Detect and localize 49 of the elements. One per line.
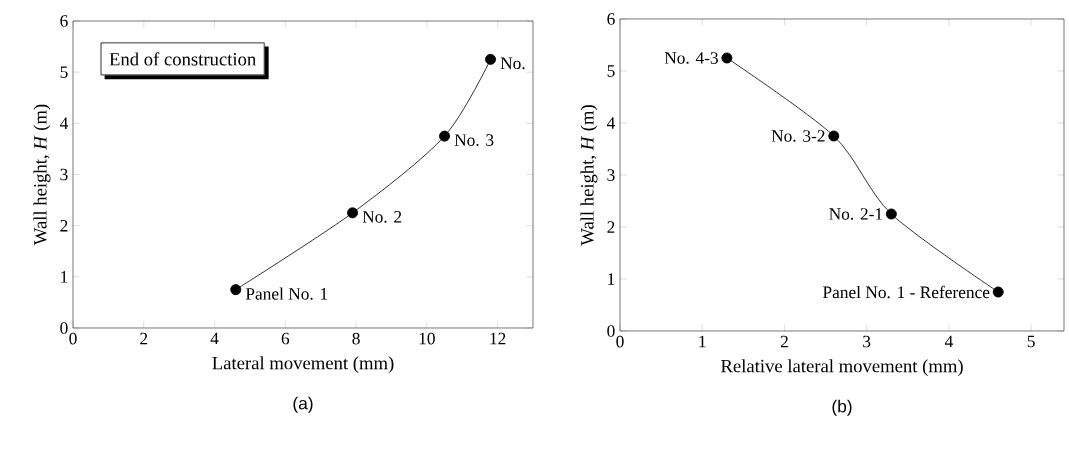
x-tick-label: 3 bbox=[863, 335, 871, 348]
y-tick-label: 6 bbox=[607, 13, 615, 25]
x-tick-label: 4 bbox=[210, 332, 219, 345]
annotation: No. 3-2 bbox=[771, 130, 825, 142]
point bbox=[992, 286, 1004, 298]
x-tick-label: 6 bbox=[281, 332, 290, 345]
y-tick-label: 2 bbox=[607, 221, 615, 233]
x-tick-label: 10 bbox=[419, 332, 435, 345]
annotation: End of construction bbox=[109, 52, 256, 66]
y-axis-title: Wall height, H (m) bbox=[580, 105, 598, 246]
x-tick-label: 12 bbox=[490, 332, 506, 345]
point bbox=[828, 130, 840, 142]
annotation: No. 3 bbox=[454, 134, 494, 146]
y-tick-label: 3 bbox=[60, 168, 68, 181]
x-tick-label: 2 bbox=[780, 335, 788, 348]
x-axis-title: Lateral movement (mm) bbox=[212, 356, 394, 374]
y-tick-label: 2 bbox=[60, 219, 68, 232]
point bbox=[439, 130, 451, 142]
y-tick-label: 0 bbox=[60, 322, 68, 334]
y-tick-label: 5 bbox=[607, 65, 615, 77]
annotation: No. 2 bbox=[362, 211, 402, 223]
annotation: Panel No. 1 - Reference bbox=[822, 285, 990, 299]
y-tick-label: 6 bbox=[60, 15, 68, 27]
x-tick-label: 4 bbox=[944, 335, 953, 348]
y-tick-label: 3 bbox=[607, 169, 615, 181]
y-tick-label: 4 bbox=[606, 117, 616, 129]
y-tick-label: 1 bbox=[608, 273, 615, 285]
x-tick-label: 8 bbox=[352, 332, 360, 345]
point bbox=[721, 52, 733, 64]
annotation: No. bbox=[500, 57, 525, 70]
x-tick-label: 5 bbox=[1027, 335, 1035, 348]
annotation: No. 2-1 bbox=[829, 208, 883, 220]
y-axis-title: Wall height, H (m) bbox=[33, 104, 51, 246]
annotation: No. 4-3 bbox=[664, 52, 718, 64]
x-tick-label: 0 bbox=[69, 332, 77, 345]
x-tick-label: 0 bbox=[616, 335, 624, 348]
x-axis-title: Relative lateral movement (mm) bbox=[721, 359, 963, 377]
y-tick-label: 5 bbox=[60, 66, 68, 78]
annotation: Panel No. 1 bbox=[245, 287, 328, 300]
point bbox=[347, 207, 359, 219]
text: (b) bbox=[832, 399, 852, 416]
x-tick-label: 2 bbox=[140, 332, 148, 345]
point bbox=[885, 208, 897, 220]
point bbox=[485, 53, 497, 65]
x-tick-label: 1 bbox=[699, 335, 706, 348]
y-tick-label: 4 bbox=[59, 117, 69, 130]
point bbox=[230, 284, 242, 296]
y-tick-label: 1 bbox=[61, 271, 68, 283]
text: (a) bbox=[293, 396, 313, 413]
